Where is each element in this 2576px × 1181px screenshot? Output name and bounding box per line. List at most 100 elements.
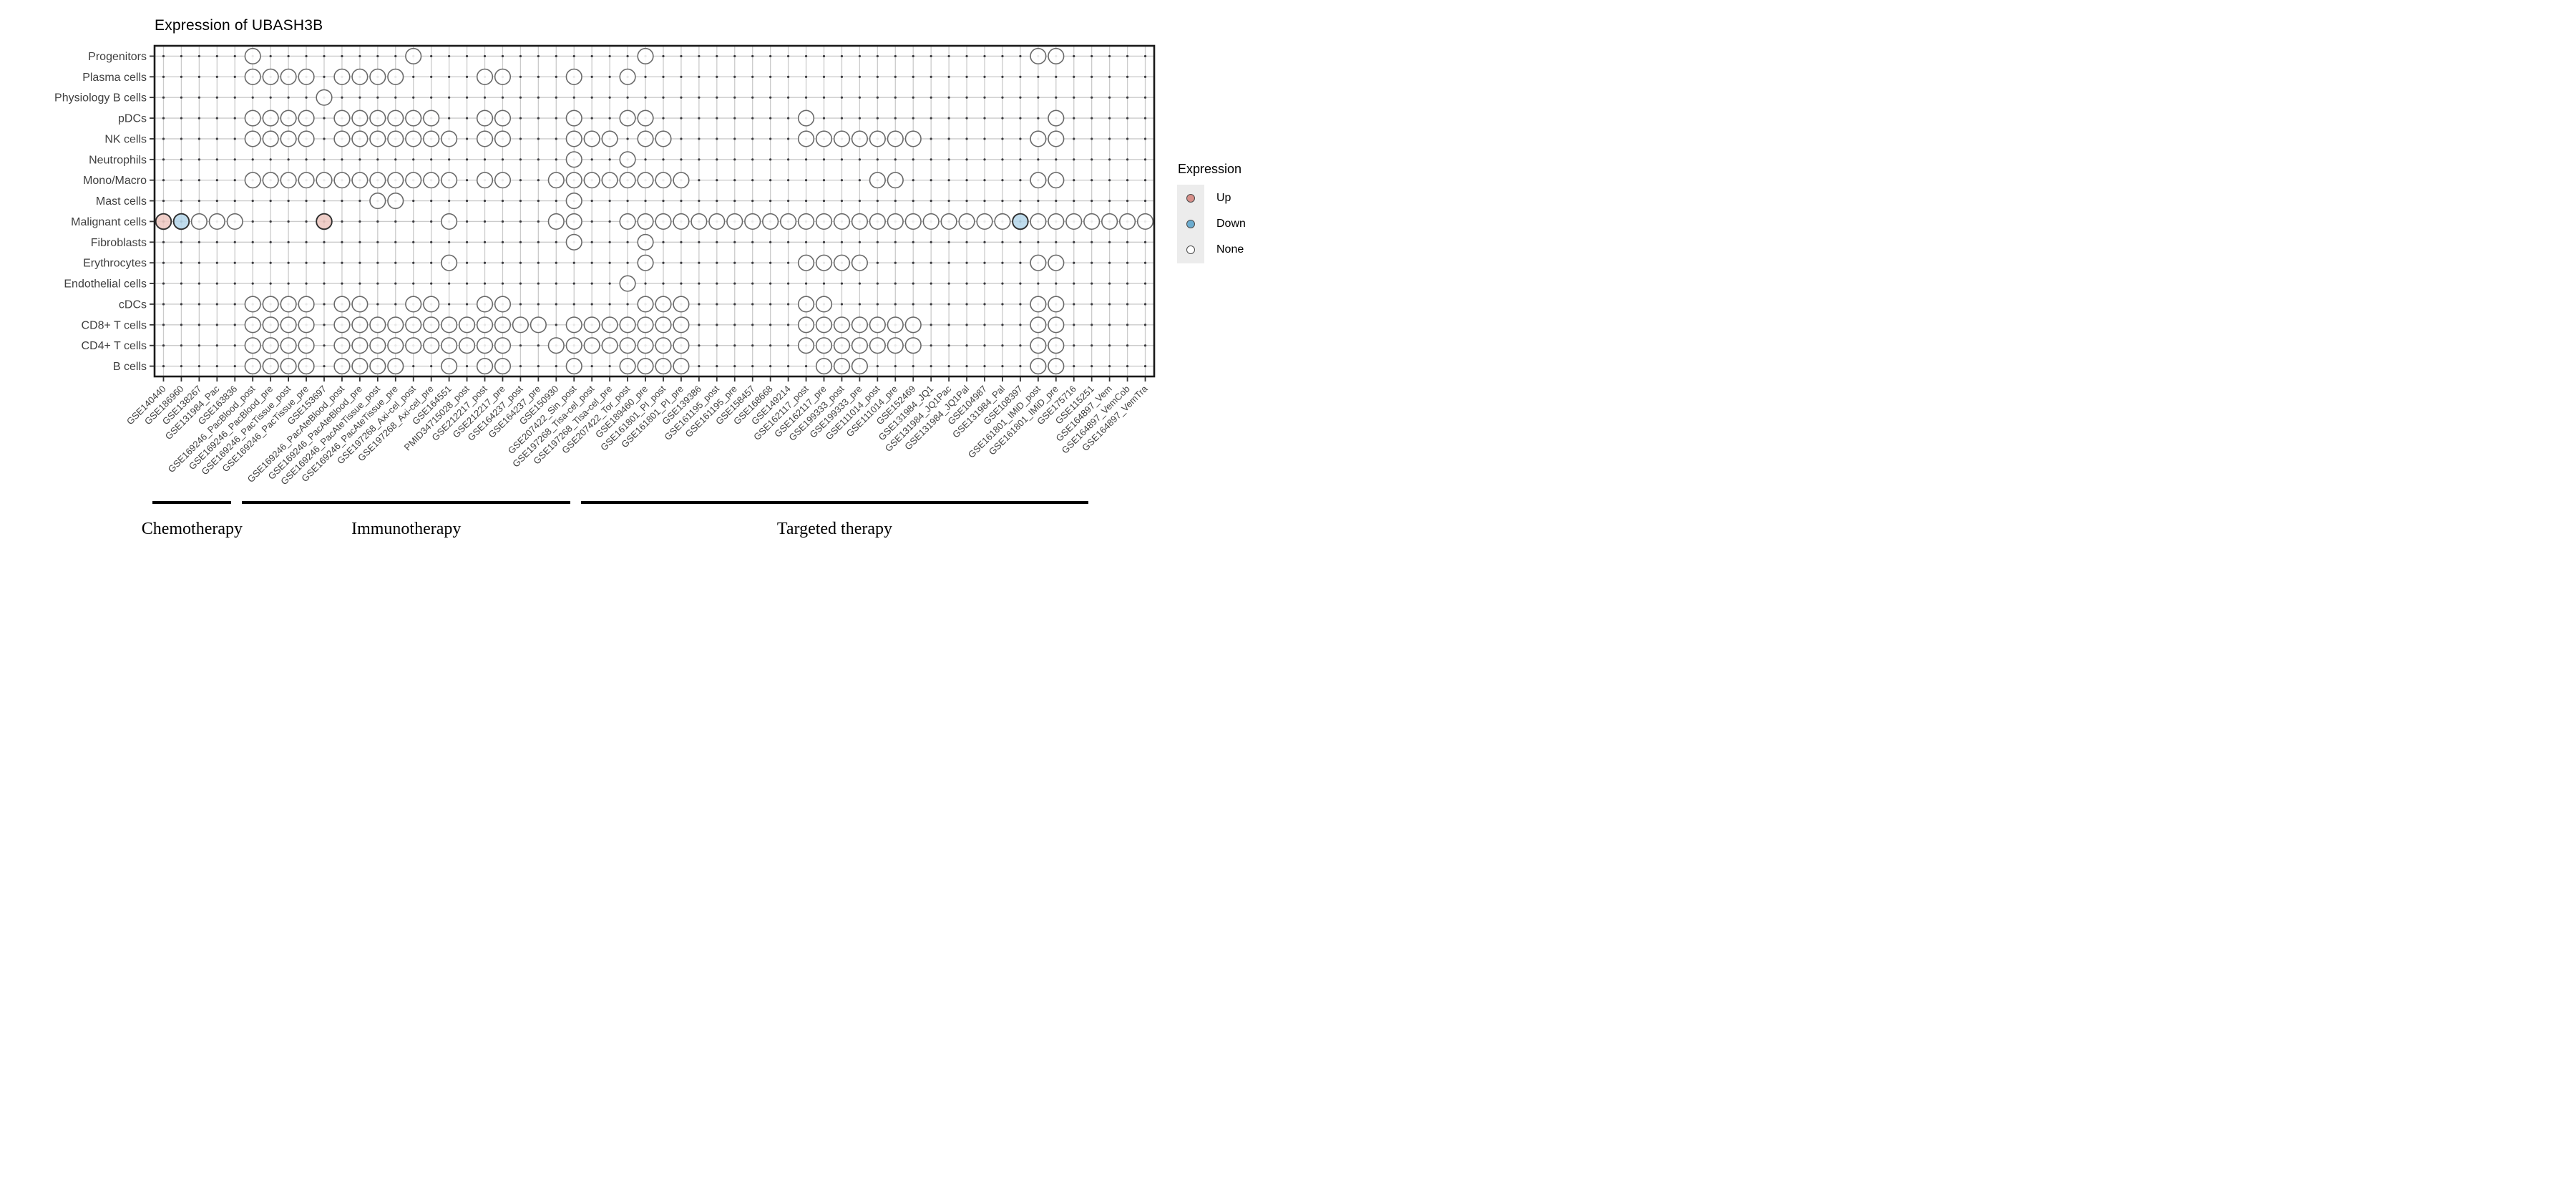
expression-dot-none bbox=[369, 172, 386, 189]
grid-intersection-dot bbox=[162, 303, 165, 306]
group-label-chemotherapy: Chemotherapy bbox=[141, 520, 243, 538]
expression-dot-none bbox=[619, 275, 636, 292]
grid-intersection-dot bbox=[912, 199, 914, 203]
grid-intersection-dot bbox=[376, 158, 379, 161]
expression-dot-none bbox=[601, 316, 618, 334]
grid-intersection-dot bbox=[590, 158, 593, 161]
expression-dot-none bbox=[333, 316, 351, 334]
grid-intersection-dot bbox=[733, 75, 736, 78]
grid-intersection-dot bbox=[215, 54, 218, 58]
grid-intersection-dot bbox=[894, 240, 897, 243]
grid-intersection-dot bbox=[465, 282, 469, 285]
grid-intersection-dot bbox=[465, 261, 469, 264]
grid-intersection-dot bbox=[1037, 96, 1040, 99]
grid-intersection-dot bbox=[644, 158, 647, 161]
grid-intersection-dot bbox=[912, 364, 914, 368]
grid-intersection-dot bbox=[1091, 54, 1093, 58]
expression-dot-none bbox=[583, 337, 600, 354]
grid-intersection-dot bbox=[1073, 75, 1075, 78]
grid-intersection-dot bbox=[716, 117, 718, 120]
y-axis-label: Progenitors bbox=[88, 51, 147, 63]
grid-intersection-dot bbox=[716, 199, 718, 203]
grid-intersection-dot bbox=[947, 75, 950, 78]
expression-dot-none bbox=[423, 316, 440, 334]
grid-intersection-dot bbox=[930, 96, 932, 99]
grid-intersection-dot bbox=[769, 344, 772, 347]
grid-intersection-dot bbox=[448, 117, 451, 120]
grid-intersection-dot bbox=[1037, 282, 1040, 285]
grid-intersection-dot bbox=[537, 158, 540, 161]
grid-intersection-dot bbox=[465, 96, 469, 99]
expression-dot-none bbox=[655, 357, 672, 375]
grid-intersection-dot bbox=[180, 179, 183, 182]
grid-intersection-dot bbox=[519, 282, 522, 285]
grid-intersection-dot bbox=[894, 96, 897, 99]
grid-intersection-dot bbox=[930, 137, 932, 140]
grid-intersection-dot bbox=[965, 75, 968, 78]
grid-intersection-dot bbox=[1019, 261, 1022, 264]
grid-intersection-dot bbox=[555, 75, 557, 78]
expression-dot-none bbox=[369, 357, 386, 375]
grid-intersection-dot bbox=[269, 240, 272, 243]
grid-intersection-dot bbox=[1073, 324, 1075, 326]
grid-intersection-dot bbox=[1073, 179, 1075, 182]
expression-dot-none bbox=[405, 316, 422, 334]
grid-intersection-dot bbox=[519, 137, 522, 140]
grid-intersection-dot bbox=[233, 261, 236, 264]
expression-dot-none bbox=[1030, 316, 1047, 334]
y-axis-label: CD4+ T cells bbox=[82, 340, 147, 352]
expression-dot-none bbox=[565, 213, 582, 230]
grid-intersection-dot bbox=[608, 75, 611, 78]
grid-intersection-dot bbox=[626, 96, 629, 99]
y-axis-label: Malignant cells bbox=[71, 216, 147, 228]
grid-intersection-dot bbox=[947, 364, 950, 368]
legend-title: Expression bbox=[1178, 162, 1242, 176]
expression-dot-none bbox=[494, 337, 512, 354]
grid-intersection-dot bbox=[840, 303, 844, 306]
grid-intersection-dot bbox=[519, 158, 522, 161]
grid-intersection-dot bbox=[930, 199, 932, 203]
grid-intersection-dot bbox=[197, 324, 200, 326]
grid-intersection-dot bbox=[662, 54, 665, 58]
expression-dot-none bbox=[565, 172, 582, 189]
grid-intersection-dot bbox=[376, 220, 379, 223]
grid-intersection-dot bbox=[930, 344, 932, 347]
grid-intersection-dot bbox=[1019, 199, 1022, 203]
grid-intersection-dot bbox=[947, 117, 950, 120]
grid-intersection-dot bbox=[965, 324, 968, 326]
grid-intersection-dot bbox=[1001, 282, 1004, 285]
grid-intersection-dot bbox=[786, 158, 790, 161]
grid-intersection-dot bbox=[251, 158, 254, 161]
grid-intersection-dot bbox=[947, 324, 950, 326]
expression-dot-down bbox=[1012, 213, 1029, 230]
grid-intersection-dot bbox=[323, 137, 326, 140]
grid-intersection-dot bbox=[555, 364, 557, 368]
expression-dot-none bbox=[280, 337, 297, 354]
expression-dot-none bbox=[405, 110, 422, 127]
expression-dot-none bbox=[351, 110, 369, 127]
grid-intersection-dot bbox=[769, 75, 772, 78]
grid-intersection-dot bbox=[858, 54, 861, 58]
grid-intersection-dot bbox=[215, 137, 218, 140]
expression-dot-none bbox=[655, 130, 672, 147]
grid-intersection-dot bbox=[1126, 282, 1129, 285]
expression-dot-none bbox=[1065, 213, 1083, 230]
expression-dot-none bbox=[316, 89, 333, 106]
grid-intersection-dot bbox=[197, 96, 200, 99]
grid-intersection-dot bbox=[680, 54, 683, 58]
grid-intersection-dot bbox=[465, 137, 469, 140]
grid-intersection-dot bbox=[912, 179, 914, 182]
expression-dot-down bbox=[172, 213, 190, 230]
grid-intersection-dot bbox=[180, 199, 183, 203]
grid-intersection-dot bbox=[341, 96, 343, 99]
expression-dot-none bbox=[1030, 213, 1047, 230]
grid-intersection-dot bbox=[180, 54, 183, 58]
grid-intersection-dot bbox=[1019, 179, 1022, 182]
grid-intersection-dot bbox=[965, 344, 968, 347]
grid-intersection-dot bbox=[394, 261, 397, 264]
grid-intersection-dot bbox=[947, 282, 950, 285]
expression-dot-none bbox=[369, 110, 386, 127]
therapy-group-bar bbox=[242, 501, 571, 504]
grid-intersection-dot bbox=[804, 179, 808, 182]
grid-intersection-dot bbox=[412, 282, 415, 285]
